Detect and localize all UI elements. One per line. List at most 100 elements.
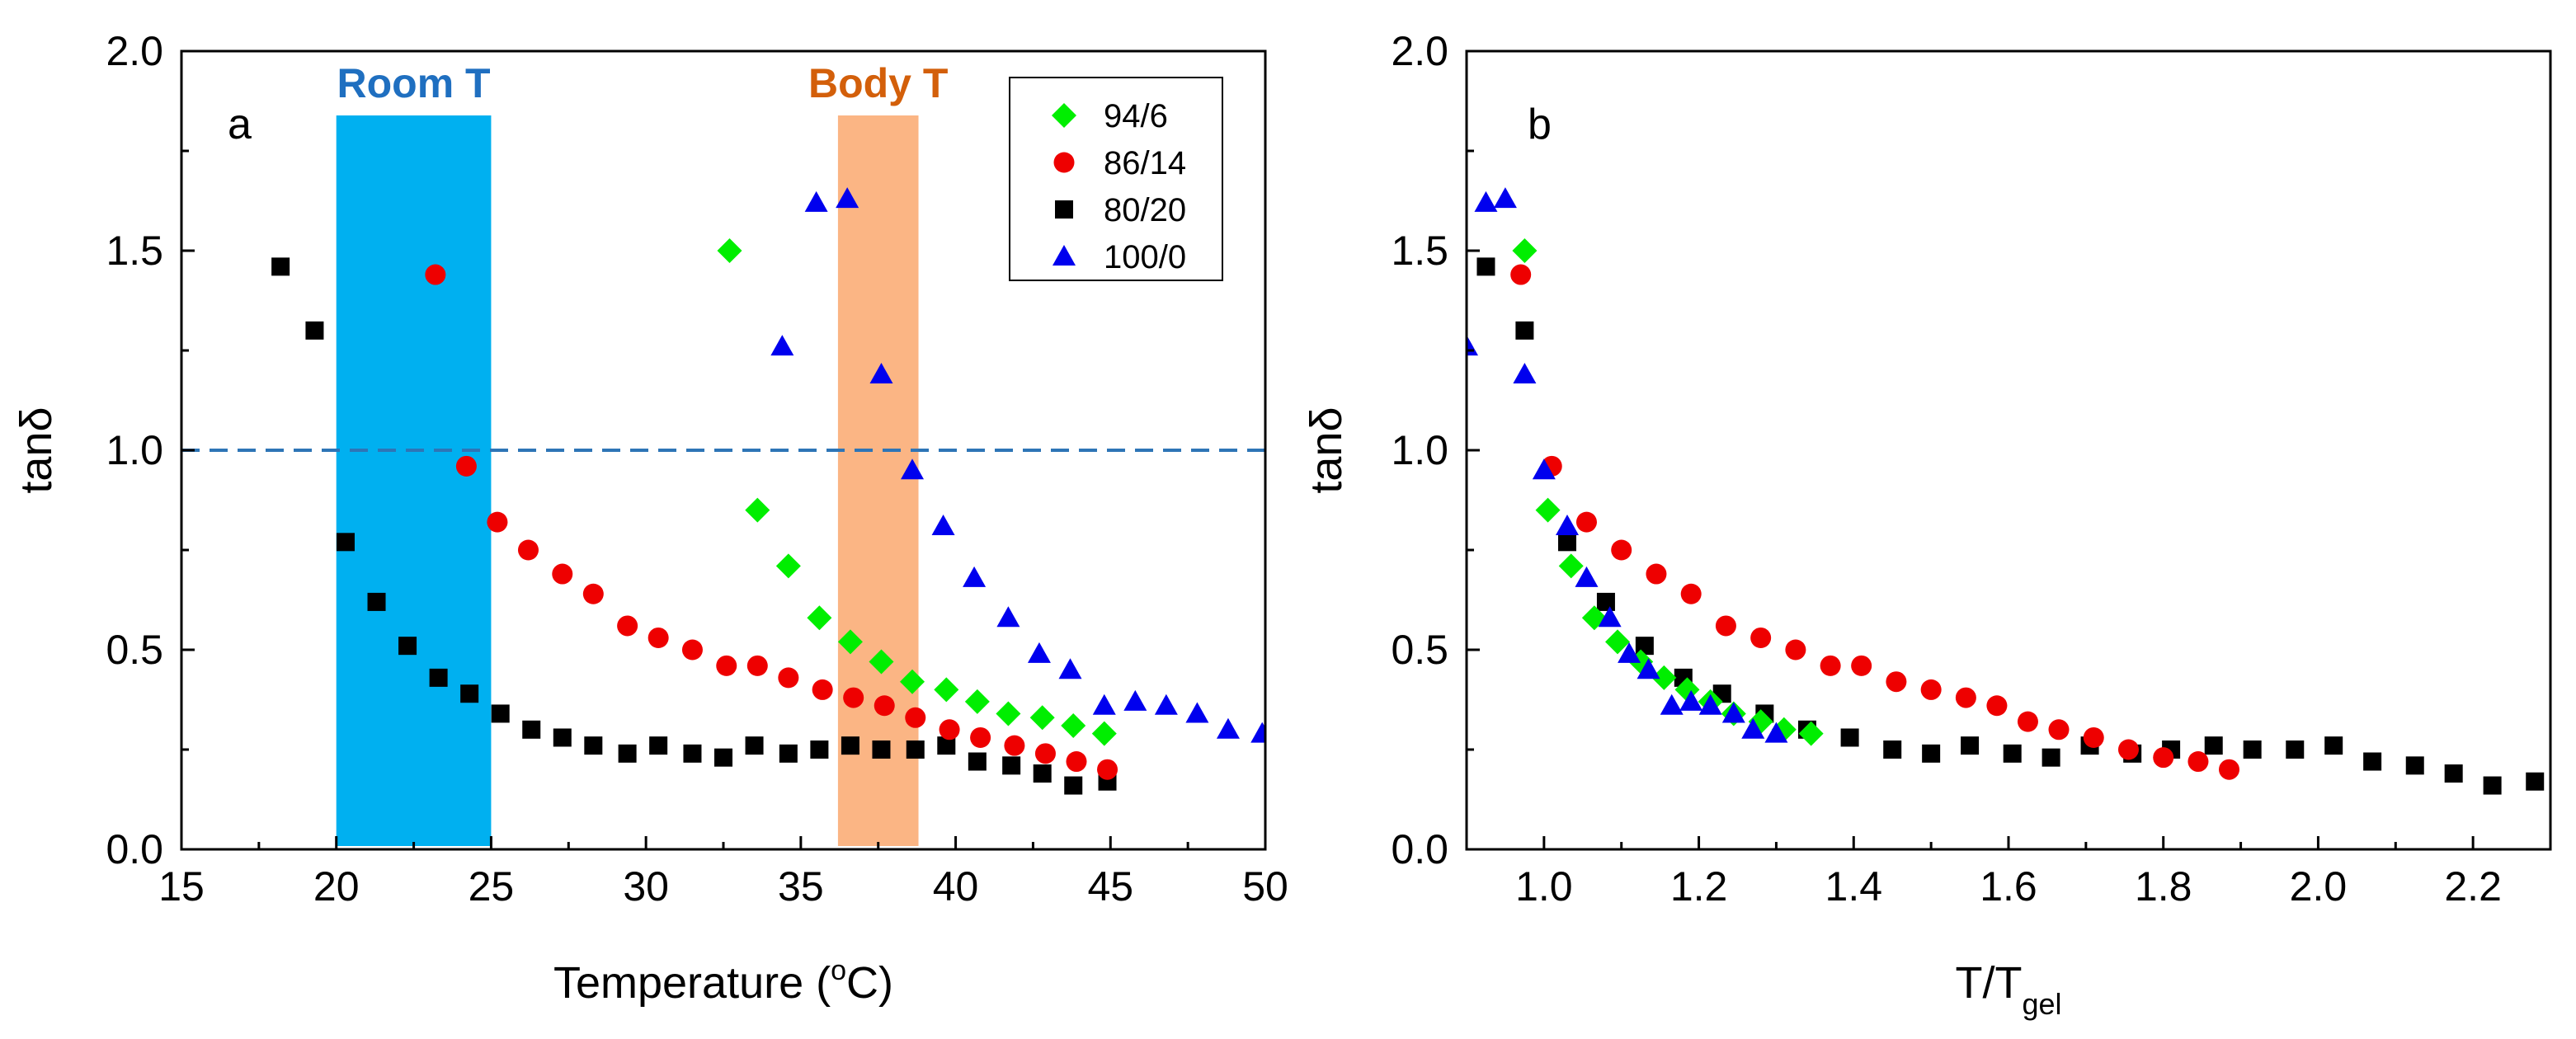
panel-a-x-tick-label: 30 — [623, 863, 669, 910]
panel-b-point-86-14 — [1785, 639, 1806, 661]
panel-a-point-100-0 — [931, 514, 955, 535]
panel-a-point-86-14 — [843, 687, 864, 708]
panel-b-x-tick-label: 1.6 — [1980, 863, 2037, 910]
panel-a-point-86-14 — [778, 667, 799, 689]
panel-b-x-tick-label: 1.0 — [1515, 863, 1573, 910]
panel-b-point-80-20 — [1961, 736, 1980, 755]
panel-a-point-94-6 — [1061, 712, 1086, 738]
legend-marker-80-20 — [1055, 200, 1073, 219]
panel-b-point-86-14 — [1820, 655, 1841, 676]
panel-a-point-80-20 — [398, 637, 417, 656]
panel-a-point-94-6 — [996, 701, 1021, 726]
panel-a-point-80-20 — [872, 740, 891, 759]
panel-a-y-tick-label: 2.0 — [106, 28, 163, 74]
panel-a-point-86-14 — [970, 726, 991, 748]
panel-b-point-80-20 — [2405, 756, 2424, 775]
panel-a: Room T Body T 15 20 25 30 35 40 45 50 0.0 0.5 1.0 1… — [12, 28, 1288, 1008]
panel-a-point-94-6 — [775, 553, 801, 579]
panel-b-x-axis-title: T/Tgel — [1955, 958, 2061, 1021]
panel-a-point-94-6 — [869, 649, 894, 675]
panel-b-point-86-14 — [2048, 719, 2070, 740]
panel-a-point-94-6 — [837, 629, 863, 655]
panel-a-point-100-0 — [1185, 702, 1209, 723]
panel-b-point-86-14 — [1611, 539, 1632, 561]
panel-b-point-94-6 — [1651, 665, 1677, 690]
panel-a-bands: Room T Body T — [336, 60, 948, 846]
panel-b-point-100-0 — [1636, 658, 1660, 679]
panel-b-point-86-14 — [1750, 627, 1772, 648]
panel-a-point-80-20 — [779, 744, 798, 763]
panel-b-point-80-20 — [2483, 776, 2502, 795]
panel-a-point-80-20 — [305, 321, 324, 340]
panel-a-point-100-0 — [963, 566, 987, 587]
panel-a-point-86-14 — [812, 679, 833, 700]
panel-a-point-80-20 — [649, 736, 668, 755]
panel-b-y-axis-title: tanδ — [1302, 407, 1351, 493]
legend-label-80-20: 80/20 — [1104, 192, 1186, 228]
panel-b-point-100-0 — [1721, 702, 1745, 723]
panel-b-point-86-14 — [2017, 711, 2038, 732]
panel-b-point-100-0 — [1513, 363, 1537, 384]
panel-a-point-80-20 — [968, 752, 987, 771]
panel-a-point-86-14 — [746, 655, 768, 676]
panel-a-point-100-0 — [901, 458, 925, 480]
panel-b-point-100-0 — [1698, 693, 1722, 715]
panel-b-y-tick-label: 0.5 — [1391, 627, 1448, 673]
panel-b-point-86-14 — [1955, 687, 1976, 708]
panel-b-point-80-20 — [2286, 740, 2305, 759]
panel-a-point-80-20 — [1033, 764, 1052, 783]
panel-a-point-100-0 — [1027, 642, 1051, 663]
panel-a-point-86-14 — [425, 264, 446, 285]
panel-a-point-100-0 — [1058, 658, 1082, 679]
panel-b-point-86-14 — [2218, 759, 2239, 780]
panel-a-point-86-14 — [1097, 759, 1118, 780]
panel-a-x-tick-label: 25 — [469, 863, 515, 910]
panel-b-point-80-20 — [2041, 748, 2060, 767]
panel-a-point-80-20 — [937, 736, 956, 755]
panel-a-point-80-20 — [714, 748, 732, 767]
panel-a-label: a — [228, 101, 252, 148]
panel-a-point-80-20 — [460, 684, 479, 703]
panel-b-x-tick-label: 1.8 — [2135, 863, 2192, 910]
panel-a-point-94-6 — [934, 677, 959, 703]
panel-a-point-94-6 — [1091, 721, 1117, 746]
panel-b-point-100-0 — [1598, 606, 1622, 628]
panel-b-point-86-14 — [2153, 747, 2174, 769]
panel-a-point-80-20 — [810, 740, 829, 759]
panel-a-point-86-14 — [552, 563, 573, 585]
panel-a-x-tick-label: 40 — [933, 863, 979, 910]
panel-b-y-tick-label: 0.0 — [1391, 826, 1448, 872]
panel-a-point-80-20 — [618, 744, 637, 763]
panel-a-point-80-20 — [429, 668, 448, 687]
legend-label-94-6: 94/6 — [1104, 98, 1168, 134]
panel-a-point-80-20 — [1002, 756, 1021, 775]
panel-a-point-100-0 — [1123, 689, 1147, 711]
panel-b-y-tick-label: 1.5 — [1391, 228, 1448, 274]
panel-a-x-tick-label: 50 — [1242, 863, 1288, 910]
panel-a-y-tick-label: 1.0 — [106, 427, 163, 473]
panel-b-y-tick-label: 2.0 — [1391, 28, 1448, 74]
panel-a-point-100-0 — [770, 335, 794, 356]
panel-a-point-86-14 — [617, 615, 638, 637]
panel-a-point-80-20 — [271, 257, 290, 276]
panel-b-point-80-20 — [1922, 744, 1941, 763]
panel-a-point-86-14 — [1034, 743, 1056, 764]
panel-a-point-100-0 — [1092, 693, 1116, 715]
panel-a-point-80-20 — [336, 533, 355, 552]
panel-a-point-86-14 — [517, 539, 539, 561]
panel-a-point-80-20 — [553, 728, 572, 747]
panel-b-point-100-0 — [1493, 187, 1517, 209]
panel-b-points — [1467, 187, 2545, 795]
panel-a-point-94-6 — [1029, 705, 1055, 731]
panel-a-point-86-14 — [681, 639, 703, 661]
panel-b-point-100-0 — [1474, 190, 1498, 212]
panel-a-x-ticks: 15 20 25 30 35 40 45 50 — [158, 836, 1288, 910]
panel-a-point-100-0 — [1250, 722, 1265, 743]
panel-a-point-86-14 — [874, 695, 895, 717]
panel-b-point-80-20 — [1883, 740, 1902, 759]
panel-b-point-80-20 — [1515, 321, 1534, 340]
panel-b-point-80-20 — [2363, 752, 2382, 771]
panel-a-point-100-0 — [836, 187, 859, 209]
panel-a-x-tick-label: 45 — [1087, 863, 1133, 910]
